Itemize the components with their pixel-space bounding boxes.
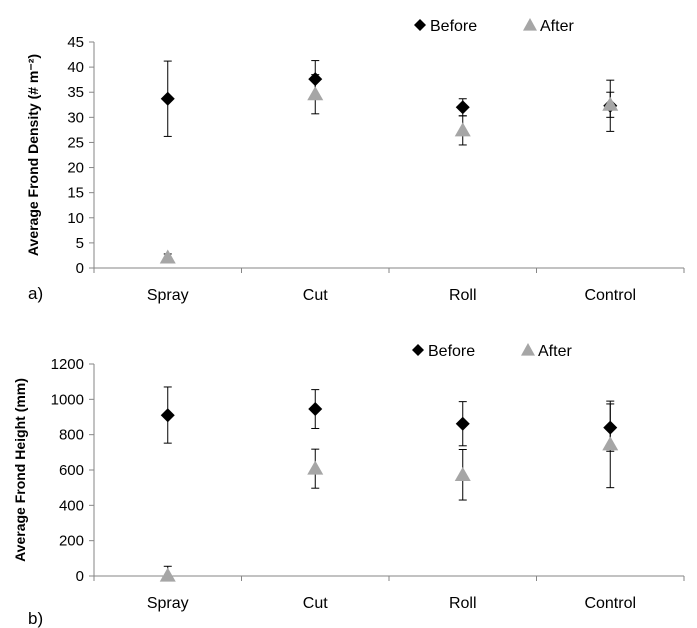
data-point-after xyxy=(602,96,619,111)
data-point-before xyxy=(603,420,618,435)
panel-label: a) xyxy=(28,284,43,303)
legend-marker-before xyxy=(414,19,426,31)
y-tick-label: 20 xyxy=(67,160,84,177)
y-tick-label: 10 xyxy=(67,210,84,227)
chart-panel-b: 0 200 400 600 800 1000 1200 Spray Cut Roll Control… xyxy=(12,343,685,628)
y-tick-label: 45 xyxy=(67,34,84,51)
series-markers-after xyxy=(159,436,619,582)
chart-panel-a: 0 5 10 15 20 25 30 35 40 45 Spray Cut Roll Control Ave… xyxy=(25,18,685,304)
data-point-after xyxy=(307,460,324,475)
y-tick-label: 600 xyxy=(59,462,84,479)
series-after xyxy=(163,74,615,261)
y-tick-label: 1200 xyxy=(51,356,84,373)
y-tick-label: 5 xyxy=(76,235,84,252)
data-point-after xyxy=(159,567,176,582)
y-axis-title: Average Frond Height (mm) xyxy=(12,378,28,562)
legend: Before After xyxy=(412,343,572,360)
y-tick-label: 1000 xyxy=(51,391,84,408)
series-markers-before xyxy=(160,72,618,115)
series-markers-before xyxy=(160,402,618,435)
legend-marker-before xyxy=(412,344,424,356)
series-after xyxy=(163,400,615,577)
series-markers-after xyxy=(159,86,619,264)
y-tick-label: 0 xyxy=(76,568,84,585)
legend-label: After xyxy=(538,343,572,360)
y-tick-label: 35 xyxy=(67,84,84,101)
legend-marker-after xyxy=(523,18,537,31)
y-tick-label: 25 xyxy=(67,134,84,151)
legend: Before After xyxy=(414,18,574,35)
data-point-before xyxy=(455,416,470,431)
x-tick-label: Control xyxy=(584,287,636,304)
x-tick-label: Cut xyxy=(303,595,328,612)
y-axis-title: Average Frond Density (# m⁻²) xyxy=(25,54,41,256)
y-tick-label: 40 xyxy=(67,59,84,76)
series-before xyxy=(163,60,615,137)
x-tick-label: Cut xyxy=(303,287,328,304)
x-tick-label: Roll xyxy=(449,595,477,612)
data-point-after xyxy=(602,436,619,451)
legend-label: Before xyxy=(428,343,475,360)
data-point-before xyxy=(160,91,175,106)
legend-label: Before xyxy=(430,18,477,35)
data-point-after xyxy=(307,86,324,101)
data-point-before xyxy=(308,72,323,87)
y-tick-label: 30 xyxy=(67,109,84,126)
data-point-after xyxy=(454,466,471,481)
data-point-after xyxy=(454,122,471,137)
y-tick-label: 200 xyxy=(59,533,84,550)
legend-marker-after xyxy=(521,343,535,356)
data-point-before xyxy=(455,100,470,115)
data-point-before xyxy=(160,408,175,423)
x-tick-label: Spray xyxy=(147,287,189,304)
x-tick-label: Control xyxy=(584,595,636,612)
y-tick-label: 400 xyxy=(59,497,84,514)
data-point-before xyxy=(308,402,323,417)
x-tick-label: Spray xyxy=(147,595,189,612)
y-tick-label: 800 xyxy=(59,427,84,444)
panel-label: b) xyxy=(28,609,43,628)
y-tick-label: 15 xyxy=(67,185,84,202)
legend-label: After xyxy=(540,18,574,35)
data-point-after xyxy=(159,249,176,264)
series-before xyxy=(163,386,615,452)
y-tick-label: 0 xyxy=(76,260,84,277)
x-tick-label: Roll xyxy=(449,287,477,304)
